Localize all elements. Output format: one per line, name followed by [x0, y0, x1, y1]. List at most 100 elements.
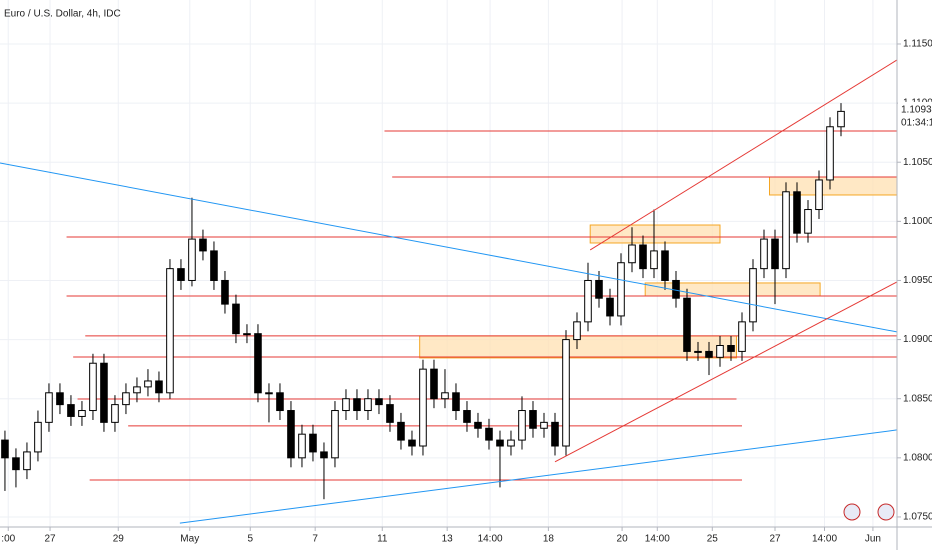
candle-body: [133, 386, 141, 394]
candle-body: [837, 110, 845, 128]
candle-body: [661, 250, 669, 281]
candle-body: [34, 421, 42, 453]
candle-body: [430, 368, 438, 400]
trend-line: [589, 59, 898, 251]
candle-body: [683, 297, 691, 352]
candle-body: [540, 421, 548, 429]
candle-body: [419, 368, 427, 447]
candle-body: [100, 362, 108, 423]
candle-body: [276, 392, 284, 412]
y-tick-label: 1.09500: [903, 275, 932, 286]
candle-body: [804, 209, 812, 234]
candle-body: [617, 262, 625, 317]
candle-body: [529, 410, 537, 429]
candle-body: [815, 179, 823, 211]
y-tick-label: 1.09000: [903, 334, 932, 345]
candle-body: [320, 451, 328, 459]
candle-body: [243, 333, 251, 336]
candle-body: [474, 421, 482, 429]
candle-body: [716, 345, 724, 358]
candle-body: [265, 392, 273, 395]
candle-body: [551, 421, 559, 447]
candle-body: [738, 321, 746, 352]
event-icon[interactable]: [843, 503, 861, 521]
x-tick-label: 5: [247, 534, 253, 545]
candle-body: [309, 433, 317, 453]
chart-title: Euro / U.S. Dollar, 4h, IDC: [4, 9, 121, 20]
candle-body: [23, 451, 31, 471]
candle-body: [562, 339, 570, 447]
y-tick-label: 1.10000: [903, 216, 932, 227]
candle-body: [595, 279, 603, 299]
event-icon[interactable]: [877, 503, 895, 521]
candle-body: [67, 404, 75, 417]
candle-body: [78, 410, 86, 417]
y-tick-label: 1.11500: [903, 39, 932, 50]
candle-body: [199, 238, 207, 252]
candle-body: [210, 250, 218, 281]
candle-body: [12, 457, 20, 471]
x-tick-label: 20: [617, 534, 629, 545]
trend-line: [554, 281, 898, 463]
x-tick-label: 29: [113, 534, 125, 545]
candle-body: [111, 404, 119, 423]
candle-body: [144, 380, 152, 388]
candle-body: [188, 238, 196, 281]
candle-body: [177, 268, 185, 281]
candle-body: [749, 268, 757, 323]
candle-body: [1, 439, 9, 459]
candle-body: [166, 268, 174, 394]
last-price-box: [898, 101, 932, 130]
candle-body: [232, 303, 240, 335]
x-tick-label: 25: [707, 534, 719, 545]
candle-body: [89, 362, 97, 412]
x-tick-label: 27: [44, 534, 56, 545]
candle-body: [760, 238, 768, 270]
x-tick-label: May: [180, 534, 199, 545]
candle-body: [496, 439, 504, 447]
candle-body: [639, 244, 647, 270]
candle-body: [573, 321, 581, 341]
candle-body: [56, 392, 64, 406]
candle-body: [441, 392, 449, 400]
candle-body: [342, 398, 350, 412]
candle-body: [826, 126, 834, 181]
x-tick-label: 11: [377, 534, 388, 545]
x-tick-label: 18: [543, 534, 555, 545]
candle-body: [287, 410, 295, 459]
candle-body: [452, 392, 460, 412]
candle-body: [463, 410, 471, 423]
candle-body: [485, 427, 493, 441]
candle-body: [694, 350, 702, 353]
trend-line: [0, 162, 898, 333]
candle-body: [628, 244, 636, 264]
candle-body: [507, 439, 515, 447]
x-tick-label: 14:00: [645, 534, 670, 545]
candle-body: [298, 433, 306, 459]
event-icons[interactable]: [843, 503, 895, 521]
candle-body: [331, 410, 339, 459]
trend-line: [179, 429, 898, 524]
candle-body: [518, 410, 526, 441]
y-tick-label: 1.07500: [903, 512, 932, 523]
candle-body: [408, 439, 416, 447]
countdown-label: 01:34:13: [901, 118, 932, 129]
candle-body: [375, 398, 383, 406]
candle-body: [650, 250, 658, 270]
candle-body: [45, 392, 53, 423]
x-tick-label: 13: [442, 534, 454, 545]
candle-body: [793, 191, 801, 234]
y-tick-label: 1.10500: [903, 157, 932, 168]
candle-body: [122, 392, 130, 406]
candle-body: [221, 279, 229, 305]
candle-body: [782, 191, 790, 270]
candle-body: [364, 398, 372, 412]
x-tick-label: 7: [312, 534, 318, 545]
last-price-label: 1.10934: [901, 105, 932, 116]
x-tick-label: 14:00: [478, 534, 503, 545]
candle-body: [584, 279, 592, 323]
x-tick-label: Jun: [865, 534, 881, 545]
candle-body: [353, 398, 361, 412]
